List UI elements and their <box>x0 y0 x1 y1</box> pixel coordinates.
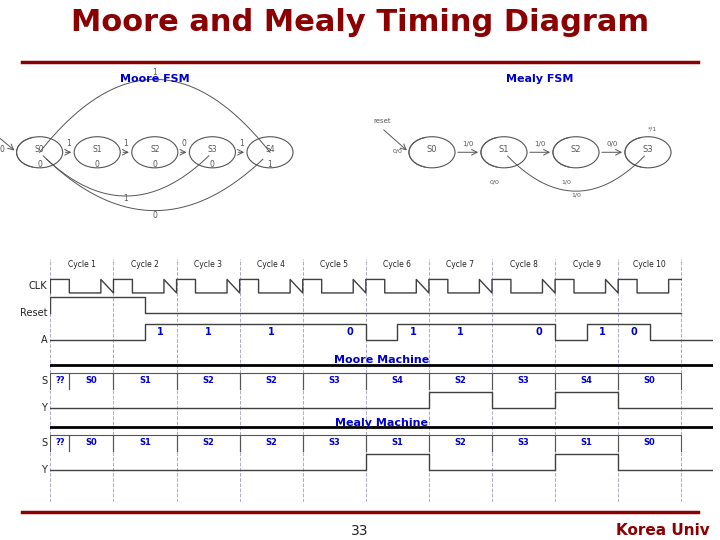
Text: 1/0: 1/0 <box>562 180 572 185</box>
Text: S3: S3 <box>328 376 340 385</box>
Text: S2: S2 <box>202 376 214 385</box>
Text: Korea Univ: Korea Univ <box>616 523 709 538</box>
Text: S0: S0 <box>427 145 437 154</box>
Text: Mealy FSM: Mealy FSM <box>506 75 574 84</box>
Text: ??: ?? <box>55 438 65 447</box>
Text: Cycle 5: Cycle 5 <box>320 260 348 269</box>
Text: Cycle 6: Cycle 6 <box>383 260 411 269</box>
Text: 0: 0 <box>0 145 5 154</box>
Text: 0: 0 <box>153 160 157 169</box>
Text: 0: 0 <box>210 160 215 169</box>
Text: ??: ?? <box>55 376 65 385</box>
Text: Mealy Machine: Mealy Machine <box>335 417 428 428</box>
Text: S: S <box>41 376 48 386</box>
Text: 1: 1 <box>268 160 272 169</box>
Text: 1: 1 <box>124 194 128 203</box>
Text: Cycle 9: Cycle 9 <box>572 260 600 269</box>
Text: S2: S2 <box>265 376 277 385</box>
Text: S0: S0 <box>86 438 97 447</box>
Text: 1: 1 <box>599 327 606 337</box>
Text: S1: S1 <box>139 376 151 385</box>
Text: S3: S3 <box>518 376 529 385</box>
Text: Y: Y <box>41 465 48 475</box>
Text: S1: S1 <box>581 438 593 447</box>
Text: S2: S2 <box>265 438 277 447</box>
Text: S0: S0 <box>644 376 656 385</box>
Text: S4: S4 <box>581 376 593 385</box>
Text: S1: S1 <box>139 438 151 447</box>
Text: S1: S1 <box>392 438 403 447</box>
Text: Cycle 10: Cycle 10 <box>634 260 666 269</box>
Text: S0: S0 <box>35 145 45 154</box>
Text: S2: S2 <box>150 145 160 154</box>
Text: S2: S2 <box>202 438 214 447</box>
Text: A: A <box>40 335 48 345</box>
Text: 33: 33 <box>351 524 369 537</box>
Text: 1: 1 <box>457 327 464 337</box>
Text: S3: S3 <box>207 145 217 154</box>
Text: 0: 0 <box>631 327 637 337</box>
Text: Cycle 8: Cycle 8 <box>510 260 538 269</box>
Text: 1: 1 <box>124 139 128 148</box>
Text: Moore FSM: Moore FSM <box>120 75 189 84</box>
Text: S0: S0 <box>86 376 97 385</box>
Text: 1/0: 1/0 <box>534 140 546 146</box>
Text: 1: 1 <box>410 327 416 337</box>
Text: Reset: Reset <box>19 308 48 318</box>
Text: reset: reset <box>373 118 390 124</box>
Text: 0/0: 0/0 <box>606 140 618 146</box>
Text: Moore Machine: Moore Machine <box>334 355 429 366</box>
Text: 0/0: 0/0 <box>490 180 500 185</box>
Text: S3: S3 <box>643 145 653 154</box>
Text: 0/0: 0/0 <box>392 148 402 153</box>
Text: 1/0: 1/0 <box>571 192 581 197</box>
Text: 1: 1 <box>268 327 274 337</box>
Text: 0: 0 <box>536 327 543 337</box>
Text: S0: S0 <box>644 438 656 447</box>
Text: Cycle 1: Cycle 1 <box>68 260 96 269</box>
Text: S2: S2 <box>571 145 581 154</box>
Text: Cycle 7: Cycle 7 <box>446 260 474 269</box>
Text: 0: 0 <box>347 327 354 337</box>
Text: 0: 0 <box>181 139 186 148</box>
Text: 1/0: 1/0 <box>462 140 474 146</box>
Text: 0: 0 <box>37 160 42 169</box>
Text: 1: 1 <box>158 327 164 337</box>
Text: Cycle 2: Cycle 2 <box>131 260 159 269</box>
Text: 1: 1 <box>153 68 157 77</box>
Text: S2: S2 <box>454 376 467 385</box>
Text: S2: S2 <box>454 438 467 447</box>
Text: */1: */1 <box>648 126 657 131</box>
Text: CLK: CLK <box>29 281 48 291</box>
Text: 0: 0 <box>95 160 99 169</box>
Text: S1: S1 <box>499 145 509 154</box>
Text: S3: S3 <box>328 438 340 447</box>
Text: 1: 1 <box>204 327 212 337</box>
Text: S: S <box>41 438 48 448</box>
Text: S3: S3 <box>518 438 529 447</box>
Text: Cycle 4: Cycle 4 <box>257 260 285 269</box>
Text: S1: S1 <box>92 145 102 154</box>
Text: Cycle 3: Cycle 3 <box>194 260 222 269</box>
Text: S4: S4 <box>392 376 403 385</box>
Text: 1: 1 <box>239 139 243 148</box>
Text: S4: S4 <box>265 145 275 154</box>
Text: Moore and Mealy Timing Diagram: Moore and Mealy Timing Diagram <box>71 8 649 37</box>
Text: 1: 1 <box>66 139 71 148</box>
Text: Y: Y <box>41 403 48 413</box>
Text: 0: 0 <box>153 211 157 220</box>
